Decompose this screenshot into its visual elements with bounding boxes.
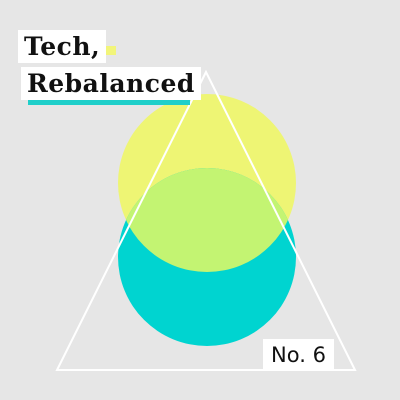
title-block: Tech, Rebalanced (0, 0, 400, 120)
issue-number-label: No. 6 (263, 339, 334, 371)
title-line2: Rebalanced (21, 67, 201, 100)
title-line1: Tech, (18, 30, 107, 63)
triangle-outline-icon (55, 69, 357, 371)
title-line2-highlight (28, 96, 190, 105)
circle-overlap (118, 168, 296, 272)
